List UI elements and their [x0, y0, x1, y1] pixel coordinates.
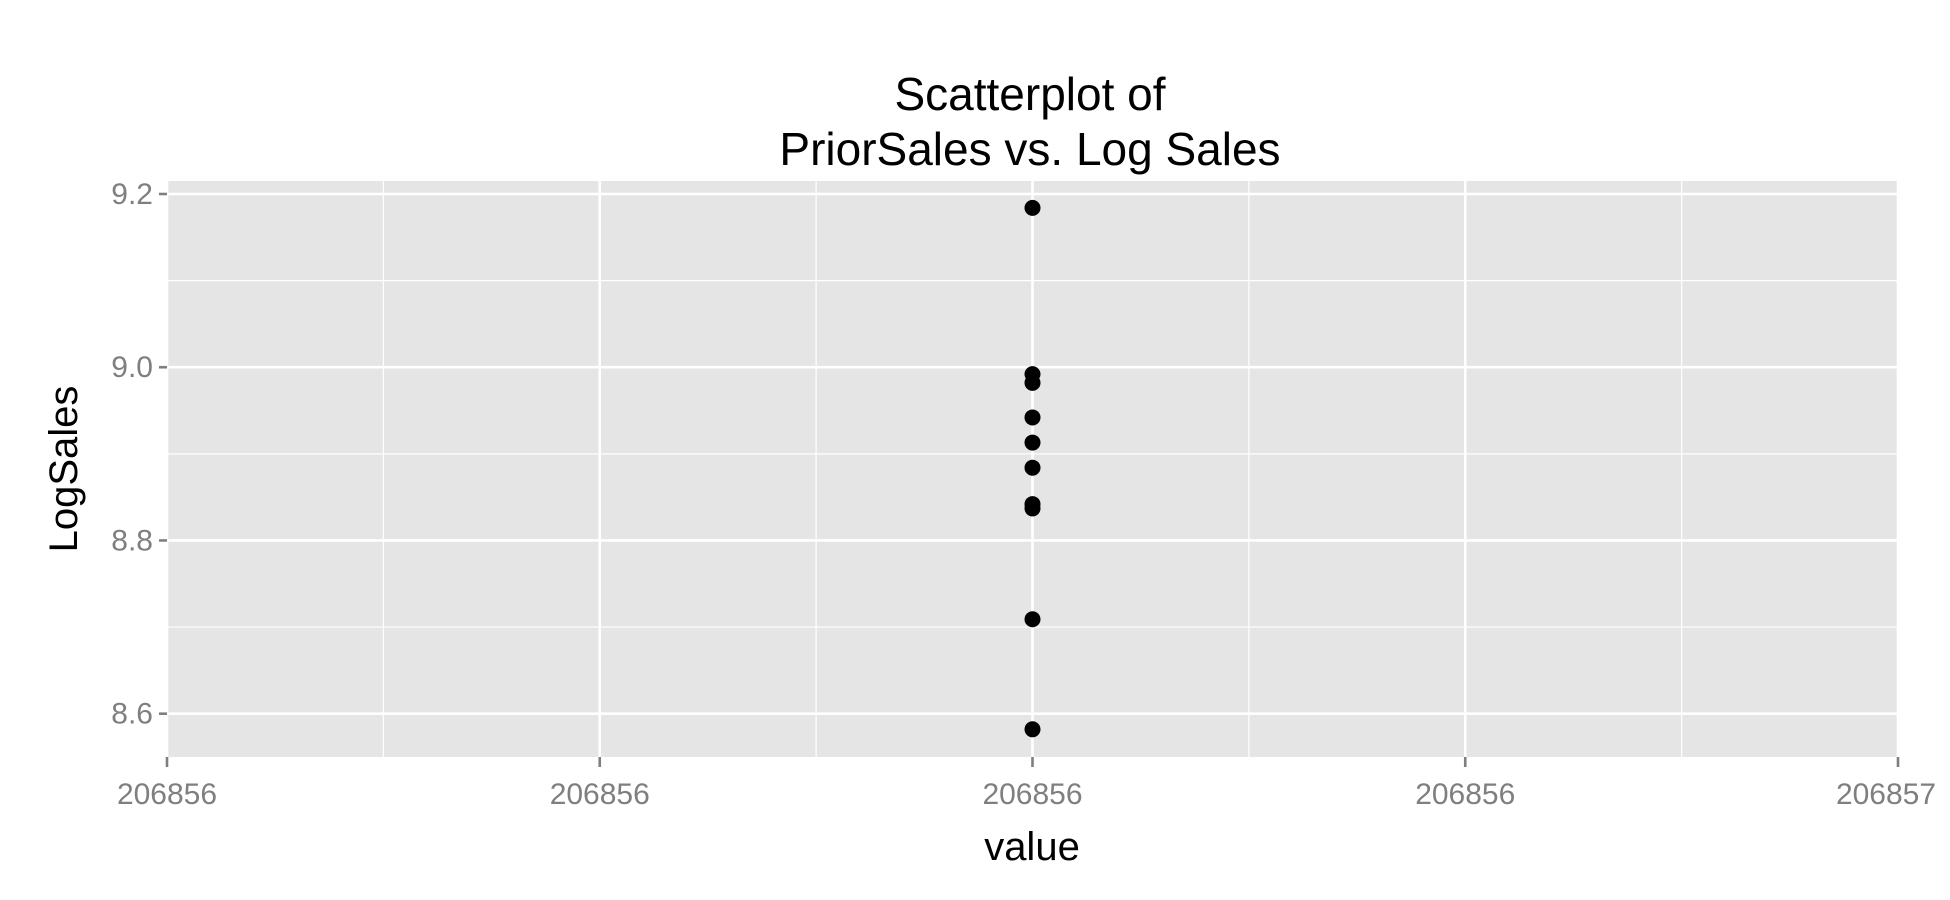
x-axis-tick-labels: 206856 206856 206856 206856 206857 — [117, 778, 1936, 811]
data-point — [1024, 459, 1041, 476]
x-tick-label: 206856 — [117, 778, 217, 811]
x-tick-label: 206856 — [1415, 778, 1515, 811]
y-axis-tick-labels: 8.6 8.8 9.0 9.2 — [111, 178, 153, 731]
data-points — [1024, 199, 1041, 738]
data-point — [1024, 434, 1041, 451]
y-tick-label: 9.2 — [111, 178, 153, 211]
data-point — [1024, 721, 1041, 738]
x-tick-label: 206857 — [1836, 778, 1936, 811]
x-tick-label: 206856 — [550, 778, 650, 811]
y-tick-label: 8.8 — [111, 524, 153, 557]
chart-title-line-1: Scatterplot of — [894, 68, 1165, 120]
y-tick-label: 9.0 — [111, 351, 153, 384]
data-point — [1024, 374, 1041, 391]
data-point — [1024, 611, 1041, 628]
data-point — [1024, 199, 1041, 216]
chart-title-line-2: PriorSales vs. Log Sales — [779, 123, 1280, 175]
y-axis-title: LogSales — [42, 386, 86, 553]
x-axis-title: value — [984, 825, 1080, 869]
x-tick-label: 206856 — [982, 778, 1082, 811]
data-point — [1024, 500, 1041, 517]
data-point — [1024, 409, 1041, 426]
axis-ticks — [159, 192, 1900, 767]
y-tick-label: 8.6 — [111, 698, 153, 731]
